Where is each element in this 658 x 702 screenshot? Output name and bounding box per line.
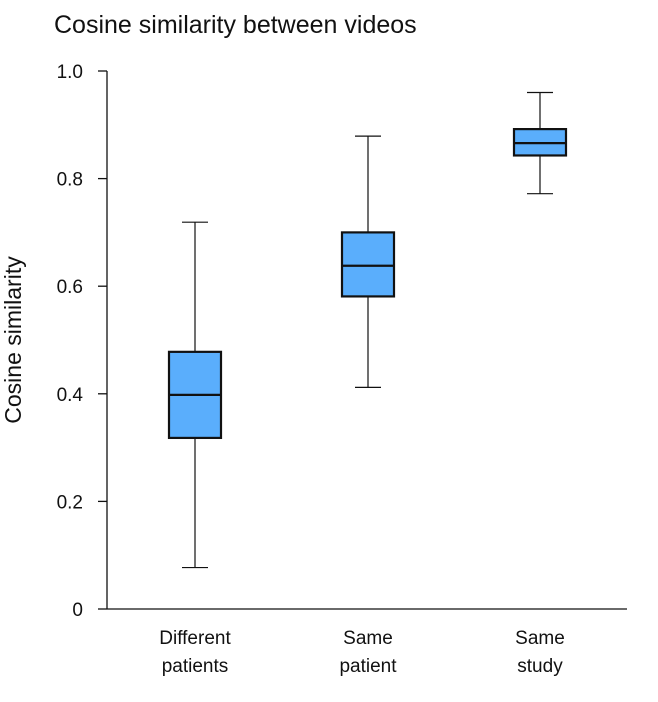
chart-title: Cosine similarity between videos [54, 11, 417, 39]
x-category-label: patients [162, 656, 229, 677]
x-category-labels: Different patients Same patient Same study [159, 628, 565, 677]
iqr-box [340, 231, 396, 298]
y-tick-label: 0.4 [57, 385, 84, 406]
y-tick-label: 0.2 [57, 492, 83, 513]
y-tick-label: 0.6 [57, 277, 83, 298]
y-tick-label: 0 [72, 600, 83, 621]
y-tick-label: 0.8 [57, 170, 83, 191]
y-axis-label: Cosine similarity [0, 256, 26, 424]
box-group [512, 91, 568, 195]
x-category-label: study [517, 656, 563, 677]
x-category-label: Same [515, 628, 565, 649]
y-tick-label: 1.0 [57, 62, 83, 83]
x-category-label: patient [339, 656, 397, 677]
x-category-label: Different [159, 628, 231, 649]
boxes [167, 91, 568, 569]
x-category-label: Same [343, 628, 393, 649]
box-group [340, 135, 396, 388]
y-ticks: 0 0.2 0.4 0.6 0.8 1.0 [57, 62, 107, 621]
box-group [167, 221, 223, 569]
